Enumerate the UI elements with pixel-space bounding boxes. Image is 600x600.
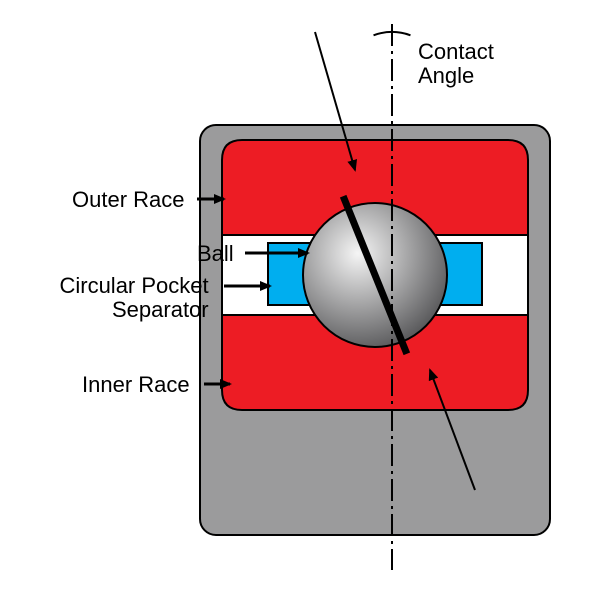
label-separator: Circular Pocket Separator (56, 274, 209, 322)
label-separator-line2: Separator (56, 297, 209, 322)
label-inner-race: Inner Race (82, 373, 190, 397)
label-contact-angle-line2: Angle (418, 63, 474, 88)
label-separator-line1: Circular Pocket (59, 273, 208, 298)
label-contact-angle: Contact Angle (418, 40, 494, 88)
label-contact-angle-line1: Contact (418, 39, 494, 64)
label-outer-race: Outer Race (72, 188, 185, 212)
label-ball: Ball (197, 242, 234, 266)
